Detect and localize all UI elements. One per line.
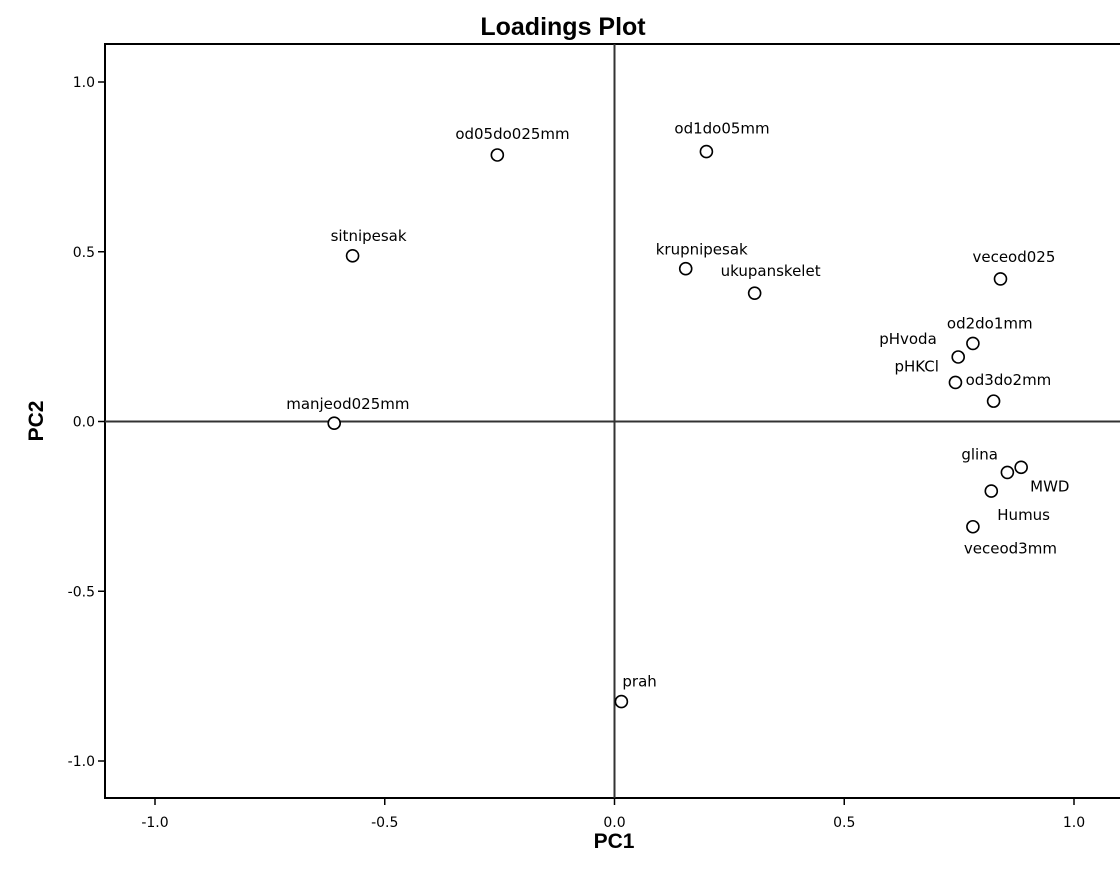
data-point-label: glina (961, 445, 998, 463)
x-tick-label: -0.5 (371, 815, 398, 831)
data-point-label: od1do05mm (674, 120, 769, 138)
data-point (678, 261, 693, 276)
data-point (1014, 460, 1028, 475)
data-point (984, 484, 999, 498)
data-points: od05do025mm od1do05mm sitnipesak krupnipesa… (286, 120, 1069, 709)
data-point (951, 350, 966, 364)
data-point (345, 249, 360, 263)
data-point (948, 375, 963, 390)
data-point-label: manjeod025mm (286, 395, 409, 413)
reference-lines (105, 44, 1120, 798)
y-axis-title: PC2 (25, 401, 48, 442)
data-point-label: od3do2mm (966, 371, 1052, 389)
x-axis: -1.0 -0.5 0.0 0.5 1.0 (141, 798, 1085, 831)
data-point-label: veceod025 (972, 248, 1055, 266)
x-tick-label: 0.0 (603, 815, 625, 831)
y-tick-label: -1.0 (68, 754, 95, 770)
y-tick-label: -0.5 (68, 584, 95, 600)
data-point (327, 416, 342, 430)
data-point (699, 144, 714, 159)
data-point (986, 394, 1001, 408)
chart-title: Loadings Plot (480, 13, 646, 41)
x-tick-label: 0.5 (833, 815, 855, 831)
x-axis-title: PC1 (594, 830, 635, 853)
data-point-label: ukupanskelet (721, 262, 821, 280)
data-point-label: pHvoda (879, 330, 937, 348)
x-tick-label: -1.0 (141, 815, 168, 831)
data-point (1000, 465, 1015, 480)
x-tick-label: 1.0 (1063, 815, 1085, 831)
y-tick-label: 0.5 (73, 245, 95, 261)
data-point-label: od2do1mm (947, 314, 1033, 332)
data-point-label: prah (622, 673, 656, 691)
data-point-label: krupnipesak (656, 241, 748, 259)
y-tick-label: 0.0 (73, 415, 95, 431)
data-point (747, 286, 762, 300)
data-point-label: MWD (1030, 477, 1069, 495)
data-point (993, 272, 1008, 286)
y-axis: -1.0 -0.5 0.0 0.5 1.0 (68, 75, 105, 770)
data-point (614, 694, 629, 709)
data-point-label: veceod3mm (964, 540, 1057, 558)
data-point (966, 519, 980, 534)
data-point-label: Humus (997, 506, 1050, 524)
data-point-label: sitnipesak (331, 227, 407, 245)
data-point (966, 336, 980, 351)
y-tick-label: 1.0 (73, 75, 95, 91)
data-point-label: pHKCl (894, 357, 938, 375)
data-point (490, 148, 505, 162)
data-point-label: od05do025mm (455, 125, 569, 143)
